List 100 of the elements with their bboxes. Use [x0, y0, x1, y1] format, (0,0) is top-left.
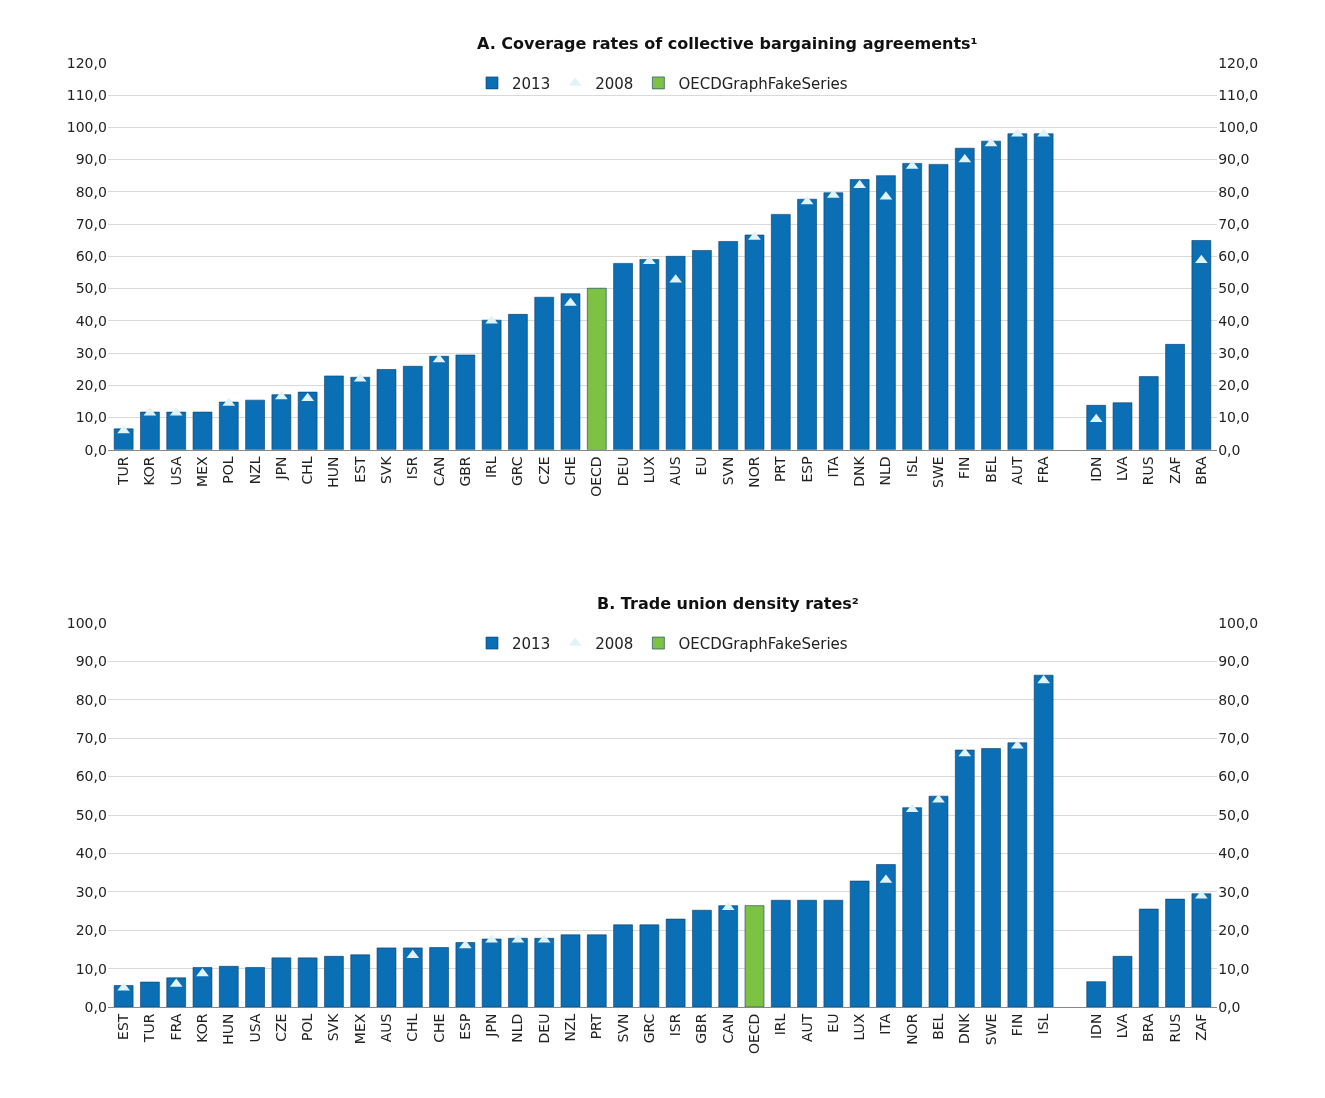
bar	[403, 947, 423, 1008]
x-tick-label: TUR	[115, 456, 132, 486]
y2-tick-label: 90,0	[1218, 653, 1250, 670]
bar	[797, 198, 817, 450]
bar	[192, 411, 213, 450]
y2-tick-label: 0,0	[1218, 441, 1241, 458]
x-tick-label: CHE	[562, 456, 579, 486]
x-tick-label: JPN	[483, 1013, 500, 1038]
x-tick-label: SVN	[614, 1013, 631, 1043]
x-tick-label: SVN	[719, 456, 736, 486]
x-tick-label: IRL	[772, 1013, 789, 1036]
y2-tick-label: 0,0	[1218, 998, 1241, 1015]
x-tick-label: ZAF	[1192, 1013, 1209, 1041]
x-tick-label: NOR	[746, 456, 763, 488]
bar	[587, 934, 607, 1008]
y2-tick-label: 60,0	[1218, 768, 1250, 785]
y2-tick-label: 10,0	[1218, 409, 1250, 426]
y-tick-label: 90,0	[75, 151, 107, 168]
x-tick-label: POL	[299, 1013, 316, 1041]
x-tick-label: GBR	[693, 1013, 710, 1044]
x-tick-label: EU	[693, 456, 710, 476]
y-tick-label: 120,0	[66, 54, 107, 71]
bar	[613, 924, 633, 1008]
x-tick-label: ISL	[903, 456, 920, 478]
x-tick-label: BRA	[1192, 456, 1209, 485]
bar	[1165, 898, 1185, 1008]
y2-tick-label: 10,0	[1218, 960, 1250, 977]
y-tick-label: 30,0	[75, 883, 107, 900]
x-tick-label: GRC	[640, 1013, 657, 1044]
y2-tick-label: 40,0	[1218, 845, 1250, 862]
x-tick-label: LVA	[1114, 1013, 1131, 1039]
y-tick-label: 10,0	[75, 960, 107, 977]
x-tick-label: ITA	[877, 1013, 894, 1035]
y-tick-label: 20,0	[75, 377, 107, 394]
bar	[955, 147, 975, 450]
y2-tick-label: 100,0	[1218, 614, 1259, 631]
bar	[271, 394, 292, 450]
bar	[297, 391, 318, 450]
x-tick-label: FRA	[1035, 456, 1052, 484]
y2-tick-label: 30,0	[1218, 344, 1250, 361]
bar	[1033, 133, 1054, 450]
x-tick-label: PRT	[772, 455, 789, 483]
x-tick-label: OECD	[588, 456, 605, 497]
x-tick-label: EST	[115, 1013, 132, 1040]
y-tick-label: 60,0	[75, 248, 107, 265]
x-tick-label: MEX	[351, 1013, 368, 1045]
x-tick-label: ZAF	[1166, 456, 1183, 484]
bar	[1139, 376, 1159, 450]
bar	[1086, 981, 1106, 1008]
bar	[1086, 405, 1106, 450]
x-tick-label: CZE	[535, 456, 552, 485]
bar	[455, 942, 476, 1008]
bar	[823, 192, 844, 450]
x-tick-label: ISL	[1035, 1013, 1052, 1035]
x-tick-label: LUX	[851, 1013, 868, 1041]
x-tick-label: ITA	[824, 456, 841, 478]
y-tick-label: 90,0	[75, 653, 107, 670]
y-tick-label: 50,0	[75, 806, 107, 823]
bar	[744, 905, 765, 1008]
bar	[928, 795, 949, 1008]
y2-tick-label: 40,0	[1218, 312, 1250, 329]
x-tick-label: CAN	[719, 1013, 736, 1044]
bar	[1007, 133, 1028, 450]
x-tick-label: DNK	[956, 1012, 973, 1045]
x-tick-label: SWE	[930, 456, 947, 489]
bar	[665, 918, 686, 1008]
x-tick-label: BRA	[1140, 1013, 1157, 1042]
y2-tick-label: 60,0	[1218, 248, 1250, 265]
bar	[902, 807, 922, 1008]
bar	[1139, 908, 1159, 1008]
y2-tick-label: 30,0	[1218, 883, 1250, 900]
y-tick-label: 40,0	[75, 845, 107, 862]
y-tick-label: 110,0	[66, 86, 107, 103]
y-tick-label: 80,0	[75, 691, 107, 708]
bar	[481, 319, 502, 450]
chart-title: A. Coverage rates of collective bargaining agreements¹	[477, 34, 978, 53]
x-tick-label: GRC	[509, 456, 526, 487]
bar	[1112, 402, 1133, 450]
bar	[192, 967, 213, 1008]
bar	[771, 214, 791, 450]
x-tick-label: AUT	[1008, 456, 1025, 485]
legend-label: 2013	[512, 74, 551, 93]
x-tick-label: ESP	[798, 456, 815, 483]
bar	[350, 954, 370, 1008]
bar	[718, 241, 738, 450]
bar	[560, 293, 581, 450]
legend-label: OECDGraphFakeSeries	[678, 634, 848, 653]
bar	[324, 956, 344, 1008]
x-tick-label: CHL	[299, 456, 316, 485]
bar	[744, 234, 765, 450]
bar	[113, 428, 134, 450]
y2-tick-label: 50,0	[1218, 280, 1250, 297]
x-tick-label: NLD	[509, 1013, 526, 1043]
y2-tick-label: 90,0	[1218, 151, 1250, 168]
x-tick-label: IDN	[1087, 1013, 1104, 1040]
y-tick-label: 70,0	[75, 730, 107, 747]
x-tick-label: CZE	[272, 1013, 289, 1042]
bar	[718, 905, 738, 1008]
x-tick-label: KOR	[141, 456, 158, 486]
bar	[271, 957, 292, 1008]
